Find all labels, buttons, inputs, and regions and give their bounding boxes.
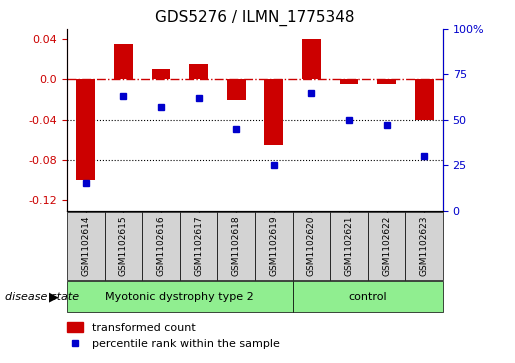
Text: GSM1102614: GSM1102614 xyxy=(81,216,90,276)
Text: disease state: disease state xyxy=(5,292,79,302)
Text: GSM1102615: GSM1102615 xyxy=(119,216,128,276)
Text: GSM1102617: GSM1102617 xyxy=(194,216,203,276)
Text: GSM1102616: GSM1102616 xyxy=(157,216,165,276)
Bar xyxy=(227,79,246,99)
Text: GSM1102622: GSM1102622 xyxy=(382,216,391,276)
Text: ▶: ▶ xyxy=(49,290,59,303)
Text: GSM1102619: GSM1102619 xyxy=(269,216,278,276)
Title: GDS5276 / ILMN_1775348: GDS5276 / ILMN_1775348 xyxy=(155,10,355,26)
Bar xyxy=(76,79,95,180)
Bar xyxy=(264,79,283,145)
Bar xyxy=(189,64,208,79)
Bar xyxy=(339,79,358,85)
Text: GSM1102618: GSM1102618 xyxy=(232,216,241,276)
Text: control: control xyxy=(348,292,387,302)
Bar xyxy=(415,79,434,120)
Bar xyxy=(302,39,321,79)
Text: GSM1102623: GSM1102623 xyxy=(420,216,428,276)
Legend: transformed count, percentile rank within the sample: transformed count, percentile rank withi… xyxy=(62,318,284,354)
Bar xyxy=(377,79,396,85)
Text: GSM1102620: GSM1102620 xyxy=(307,216,316,276)
Bar xyxy=(151,69,170,79)
Bar xyxy=(114,44,133,79)
Text: GSM1102621: GSM1102621 xyxy=(345,216,353,276)
Text: Myotonic dystrophy type 2: Myotonic dystrophy type 2 xyxy=(106,292,254,302)
